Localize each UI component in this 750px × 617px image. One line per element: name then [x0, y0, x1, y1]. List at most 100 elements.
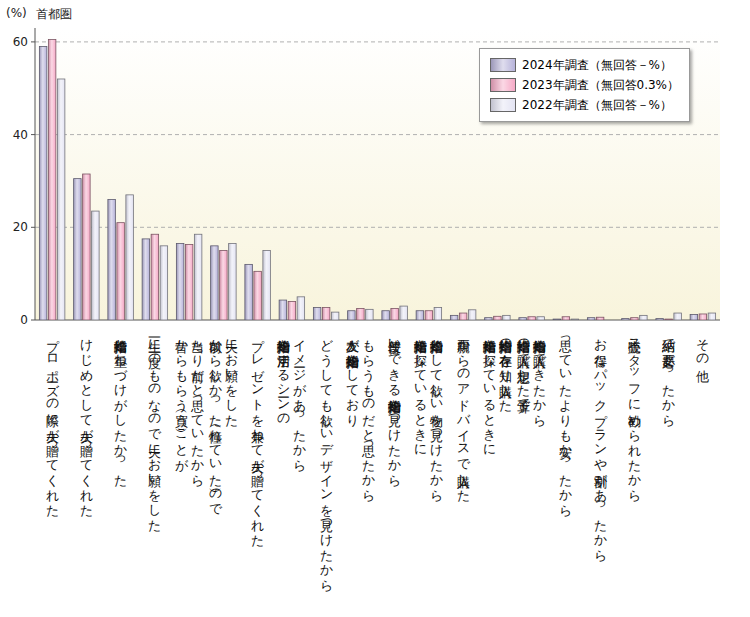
bar	[494, 316, 502, 320]
category-label: 以前から欲しかった（憧れていた）ので 夫にお願いをした	[207, 330, 239, 510]
bar	[74, 179, 82, 320]
category-label: 結婚指輪を探しているときに 婚約指輪の存在を知り購入した	[481, 330, 513, 450]
bar	[400, 306, 408, 320]
grid-line	[35, 134, 720, 135]
subtitle: 首都圏	[36, 6, 72, 23]
bar	[674, 313, 682, 320]
bar	[176, 244, 184, 320]
bar	[348, 311, 356, 320]
bar	[605, 320, 613, 321]
y-axis	[35, 28, 36, 320]
bar	[357, 308, 365, 320]
y-tick-label: 0	[20, 313, 28, 327]
bar	[416, 311, 424, 320]
category-label: その他	[695, 330, 711, 360]
bar	[297, 297, 305, 320]
bar	[434, 307, 442, 320]
bar	[48, 40, 56, 320]
bar	[92, 211, 100, 320]
bar	[391, 308, 399, 320]
legend-swatch	[490, 98, 516, 112]
bar	[562, 317, 570, 320]
y-tick-label: 40	[13, 128, 28, 142]
legend-entry: 2024年調査（無回答－%）	[490, 55, 679, 75]
bar	[254, 271, 262, 320]
bar	[631, 318, 639, 320]
bar	[450, 315, 458, 320]
bar	[468, 310, 476, 320]
bar	[382, 311, 390, 320]
bar	[519, 318, 527, 320]
bar	[622, 319, 630, 320]
bar	[553, 319, 561, 320]
category-label: 一生に一度のものなので夫にお願いをした	[147, 330, 163, 525]
bar	[83, 174, 91, 320]
legend-label: 2024年調査（無回答－%）	[522, 57, 672, 74]
bar	[690, 314, 698, 320]
legend: 2024年調査（無回答－%） 2023年調査（無回答0.3%） 2022年調査（無回…	[479, 48, 690, 122]
y-tick-label: 60	[13, 35, 28, 49]
bar	[587, 318, 595, 320]
bar	[194, 234, 202, 320]
bar	[537, 317, 545, 320]
bar	[699, 314, 707, 320]
bar	[245, 264, 253, 320]
bar	[142, 239, 150, 320]
y-tick	[31, 320, 35, 321]
legend-entry: 2023年調査（無回答0.3%）	[490, 75, 679, 95]
category-label: 結納で必要だったから	[661, 330, 677, 420]
bar	[117, 223, 125, 320]
category-label: 結婚指輪を探しているときに 婚約指輪として欲しい物を見つけたから	[413, 330, 445, 495]
bar	[39, 47, 47, 320]
category-label: 友人が婚約指輪をしており もらうものだと思ったから	[344, 330, 376, 495]
bar	[459, 313, 467, 320]
category-label: プロポーズの際に夫が贈ってくれた	[44, 330, 60, 510]
bar	[331, 312, 339, 320]
y-tick-label: 20	[13, 220, 28, 234]
category-label: 結婚指輪の購入で想定した予算で 婚約指輪も購入できたから	[516, 330, 548, 420]
bar	[220, 250, 228, 320]
y-tick	[31, 41, 35, 42]
y-tick	[31, 134, 35, 135]
category-label: 結婚指輪と重ねづけがしたかった	[113, 330, 129, 480]
bar	[596, 317, 604, 320]
bar	[229, 244, 237, 320]
bar	[160, 246, 168, 320]
bar	[485, 318, 493, 320]
chart-root: 0 20 40 60 プロポーズの際に夫が贈ってくれた けじめとして夫が贈ってくれた 結婚指…	[0, 0, 750, 617]
plot-background	[35, 28, 720, 320]
bar	[425, 311, 433, 320]
legend-swatch	[490, 58, 516, 72]
legend-entry: 2022年調査（無回答－%）	[490, 95, 679, 115]
y-axis-label: (%)	[6, 6, 27, 20]
bar	[57, 79, 65, 320]
bar	[528, 317, 536, 320]
bar	[126, 195, 134, 320]
bars	[39, 40, 715, 320]
bar	[366, 309, 374, 320]
category-label: 思っていたよりも安かったから	[558, 330, 574, 510]
bar	[185, 244, 193, 320]
category-label: けじめとして夫が贈ってくれた	[78, 330, 94, 510]
x-axis	[35, 320, 720, 321]
category-label: 昔からもらう（買う）ことが 当たり前だと思っていたから	[173, 330, 205, 480]
y-tick	[31, 227, 35, 228]
bar	[279, 300, 287, 320]
bar	[151, 234, 159, 320]
bar	[288, 301, 296, 320]
legend-label: 2023年調査（無回答0.3%）	[522, 77, 679, 94]
category-label: どうしても欲しいデザインを見つけたから	[318, 330, 334, 585]
legend-label: 2022年調査（無回答－%）	[522, 97, 672, 114]
bar	[708, 313, 716, 320]
bar	[665, 319, 673, 320]
bar	[108, 199, 116, 320]
bar	[656, 319, 664, 320]
bar	[571, 319, 579, 320]
bar	[211, 246, 219, 320]
category-label: プレゼントを兼ねて夫が贈ってくれた	[250, 330, 266, 540]
category-label: 婚約指輪を活用するシーンの イメージがあったから	[276, 330, 308, 465]
bar	[263, 250, 271, 320]
grid-line	[35, 227, 720, 228]
bar	[503, 315, 511, 320]
bar	[322, 307, 330, 320]
